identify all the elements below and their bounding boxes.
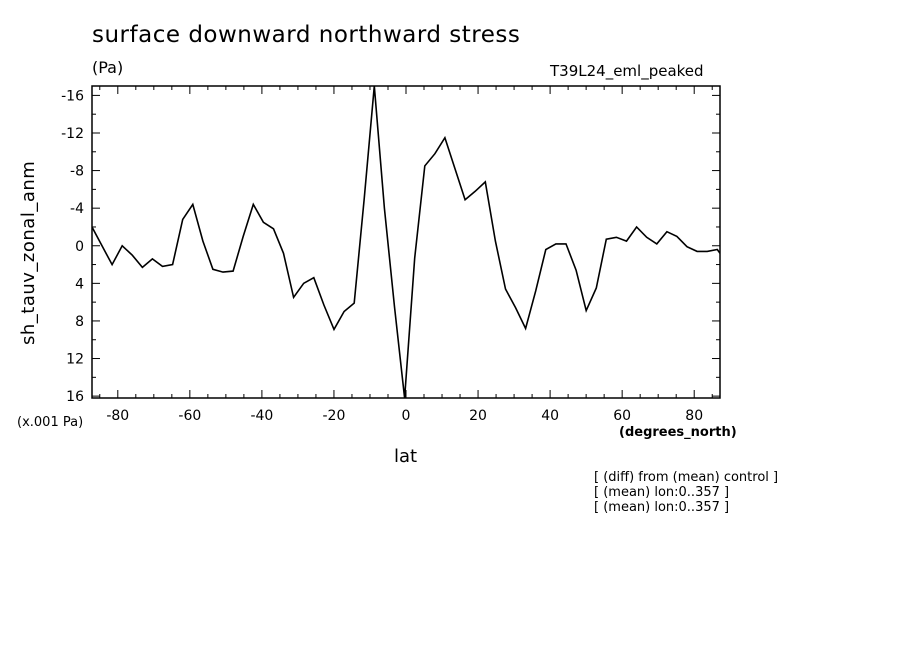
x-tick-label: -40 [250, 408, 273, 424]
processing-notes: [ (diff) from (mean) control ] [ (mean) … [594, 470, 778, 515]
data-series-line [92, 86, 720, 398]
x-tick-label: 20 [469, 408, 487, 424]
y-tick-label: -16 [61, 88, 84, 104]
y-tick-label: -8 [70, 164, 84, 180]
y-scale-note: (x.001 Pa) [17, 415, 84, 430]
experiment-label: T39L24_eml_peaked [550, 62, 704, 80]
note-line: [ (mean) lon:0..357 ] [594, 500, 730, 515]
note-line: [ (diff) from (mean) control ] [594, 470, 779, 485]
x-tick-label: 0 [402, 408, 411, 424]
y-tick-label: 4 [75, 276, 84, 292]
y-tick-label: -12 [61, 126, 84, 142]
x-tick-label: -80 [106, 408, 129, 424]
x-tick-label: 80 [685, 408, 703, 424]
y-tick-label: -4 [70, 201, 84, 217]
y-tick-label: 16 [66, 389, 84, 405]
y-tick-label: 0 [75, 239, 84, 255]
y-tick-label: 12 [66, 352, 84, 368]
x-tick-label: -20 [323, 408, 346, 424]
x-tick-label: 60 [613, 408, 631, 424]
chart-title: surface downward northward stress [92, 22, 521, 48]
chart-units: (Pa) [92, 58, 124, 77]
x-tick-label: 40 [541, 408, 559, 424]
y-tick-label: 8 [75, 314, 84, 330]
note-line: [ (mean) lon:0..357 ] [594, 485, 730, 500]
x-tick-label: -60 [178, 408, 201, 424]
x-axis-units: (degrees_north) [619, 425, 737, 440]
x-axis-label: lat [394, 446, 418, 467]
plot-frame [91, 85, 721, 399]
